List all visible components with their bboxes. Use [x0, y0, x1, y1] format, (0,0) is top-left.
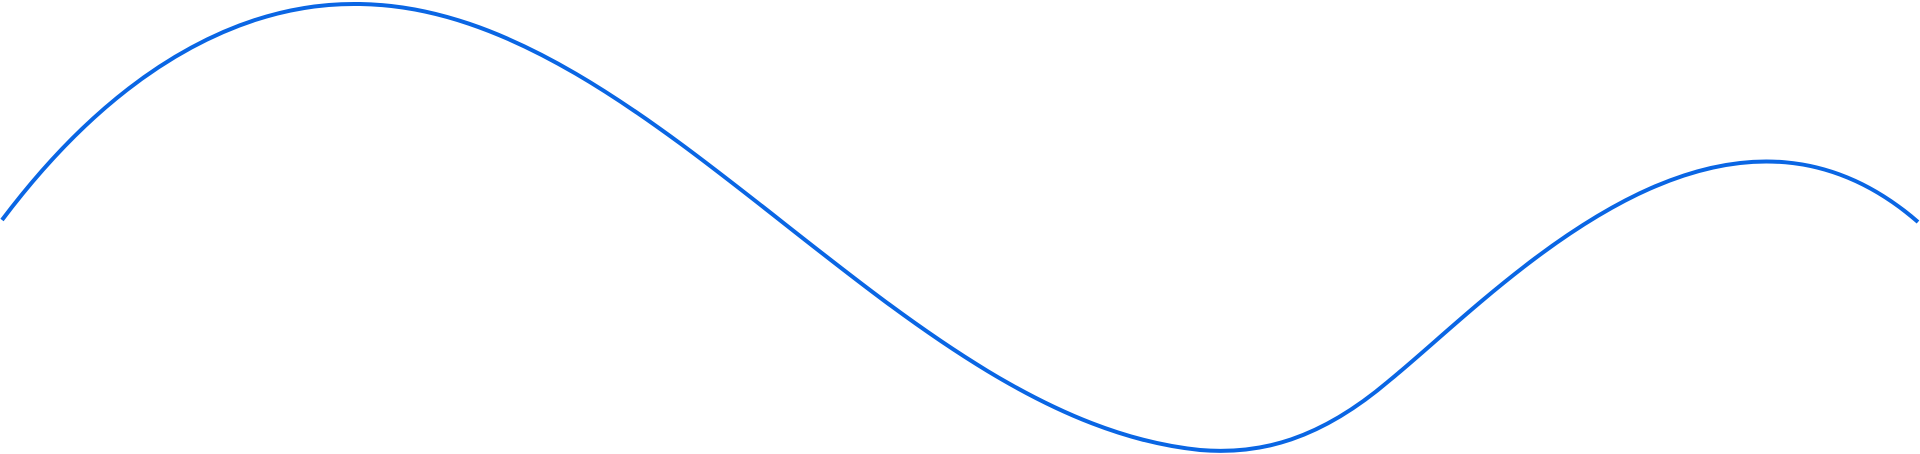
wave-graphic: [0, 1, 1920, 453]
wave-canvas: [0, 0, 1920, 454]
wave-line: [0, 1, 1920, 453]
